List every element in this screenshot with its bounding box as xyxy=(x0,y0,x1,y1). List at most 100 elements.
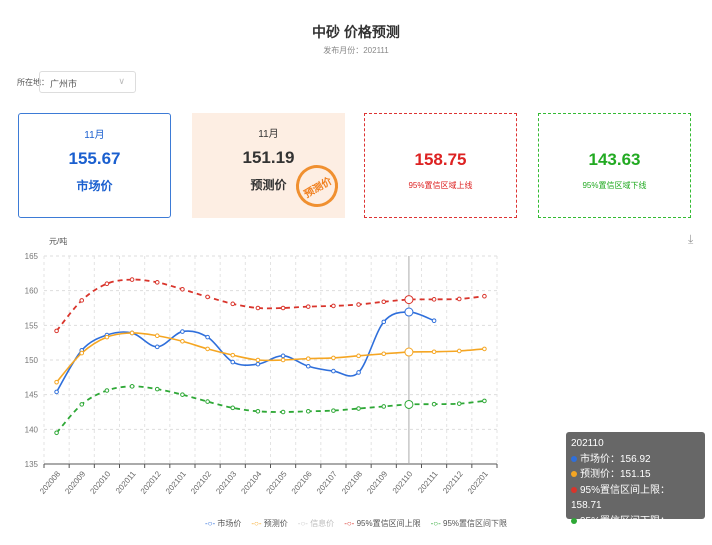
data-point-market xyxy=(404,307,414,317)
data-point-forecast xyxy=(280,357,286,363)
y-tick-label: 160 xyxy=(25,287,39,296)
upper-bound-card: 158.75 95%置信区域上线 xyxy=(364,113,517,218)
series-dot-icon xyxy=(571,486,577,493)
data-point-market xyxy=(154,344,160,350)
x-tick-label: 202201 xyxy=(466,469,490,496)
x-tick-label: 202111 xyxy=(416,469,440,495)
legend-item-market[interactable]: -○- 市场价 xyxy=(205,519,241,528)
series-dot-icon xyxy=(571,455,577,462)
data-point-upper xyxy=(381,299,387,305)
data-point-lower xyxy=(104,388,110,393)
legend-marker-icon: -○- xyxy=(430,519,441,528)
data-point-forecast xyxy=(305,356,311,361)
card-value: 151.19 xyxy=(242,148,295,167)
data-point-market xyxy=(230,359,236,365)
x-tick-label: 202104 xyxy=(239,469,263,496)
data-point-upper xyxy=(180,286,185,292)
card-label: 预测价 xyxy=(250,178,287,192)
tooltip-text: 95%置信区间上限：158.71 xyxy=(571,484,671,512)
legend-marker-icon: -○- xyxy=(251,519,262,528)
x-tick-label: 202009 xyxy=(63,469,87,496)
legend-item-info[interactable]: -○- 信息价 xyxy=(298,519,334,528)
data-point-lower xyxy=(431,401,437,407)
tooltip-text: 预测价：151.15 xyxy=(580,469,651,480)
chart-tooltip: 202110 市场价：156.92 预测价：151.15 95%置信区间上限：158… xyxy=(566,432,705,542)
legend-marker-icon: -○- xyxy=(344,519,355,528)
card-value: 143.63 xyxy=(588,150,641,169)
data-point-lower xyxy=(129,384,135,389)
x-tick-label: 202103 xyxy=(214,469,238,496)
card-month: 11月 xyxy=(258,129,279,140)
x-tick-label: 202110 xyxy=(391,469,415,495)
data-point-market xyxy=(381,319,387,325)
data-point-forecast xyxy=(404,347,414,357)
series-line-market xyxy=(55,311,435,393)
x-tick-label: 202109 xyxy=(365,469,389,496)
x-tick-label: 202108 xyxy=(340,469,364,496)
y-tick-label: 135 xyxy=(25,460,39,469)
data-point-upper xyxy=(154,280,160,285)
series-dot-icon xyxy=(571,517,577,524)
data-point-lower xyxy=(456,401,462,406)
legend-item-upper[interactable]: -○- 95%置信区间上限 xyxy=(344,519,420,528)
data-point-forecast xyxy=(129,330,135,336)
data-point-lower xyxy=(482,398,487,404)
chart-legend: -○- 市场价 -○- 预测价 -○- 信息价 -○- 95%置信区间上限 -○- 95… xyxy=(0,518,712,529)
data-point-forecast xyxy=(79,350,85,356)
x-tick-label: 202106 xyxy=(290,469,314,496)
data-point-market xyxy=(331,368,336,374)
legend-label: 预测价 xyxy=(263,519,288,528)
location-select[interactable]: 广州市 ∨ xyxy=(39,71,136,93)
data-point-forecast xyxy=(381,351,387,357)
x-tick-label: 202107 xyxy=(315,469,339,496)
data-point-upper xyxy=(230,301,236,307)
data-point-lower xyxy=(79,402,85,407)
y-tick-label: 150 xyxy=(25,356,39,365)
legend-item-lower[interactable]: -○- 95%置信区间下限 xyxy=(431,519,507,528)
y-tick-label: 145 xyxy=(25,391,39,400)
x-tick-label: 202101 xyxy=(164,469,188,496)
data-point-lower xyxy=(381,404,387,409)
tooltip-row: 市场价：156.92 xyxy=(571,452,700,468)
legend-label: 95%置信区间上限 xyxy=(356,519,421,528)
card-value: 158.75 xyxy=(414,150,467,169)
data-point-market xyxy=(255,361,261,367)
data-point-upper xyxy=(79,298,85,303)
legend-label: 信息价 xyxy=(310,519,335,528)
data-point-upper xyxy=(482,293,487,299)
data-point-forecast xyxy=(482,346,487,352)
data-point-lower xyxy=(255,409,261,414)
legend-marker-icon: -○- xyxy=(204,519,216,528)
card-month: 11月 xyxy=(84,130,105,141)
legend-item-forecast[interactable]: -○- 预测价 xyxy=(251,519,287,528)
data-point-market xyxy=(356,370,361,375)
x-tick-label: 202012 xyxy=(139,469,163,496)
data-point-forecast xyxy=(431,349,437,355)
download-icon[interactable]: ⤓ xyxy=(688,232,694,246)
tooltip-text: 95%置信区间下限：143.59 xyxy=(571,515,671,543)
x-tick-label: 202105 xyxy=(265,469,289,496)
publish-month: 发布月份：202111 xyxy=(323,46,389,55)
x-tick-label: 202010 xyxy=(88,469,112,496)
data-point-lower xyxy=(404,399,414,409)
data-point-lower xyxy=(54,430,59,436)
data-point-lower xyxy=(230,405,236,411)
data-point-upper xyxy=(104,281,110,287)
x-tick-label: 202011 xyxy=(114,469,138,495)
card-value: 155.67 xyxy=(68,149,121,168)
data-point-forecast xyxy=(255,357,261,363)
data-point-upper xyxy=(431,297,437,302)
data-point-market xyxy=(280,353,286,359)
legend-marker-icon: -○- xyxy=(297,519,308,528)
data-point-forecast xyxy=(456,348,462,354)
data-point-market xyxy=(305,363,311,369)
data-point-lower xyxy=(280,409,286,415)
data-point-upper xyxy=(456,296,462,302)
data-point-upper xyxy=(404,295,414,305)
x-tick-label: 202102 xyxy=(189,469,213,496)
data-point-forecast xyxy=(331,355,336,361)
data-point-forecast xyxy=(356,353,361,359)
data-point-lower xyxy=(154,386,160,392)
location-value: 广州市 xyxy=(50,79,78,89)
